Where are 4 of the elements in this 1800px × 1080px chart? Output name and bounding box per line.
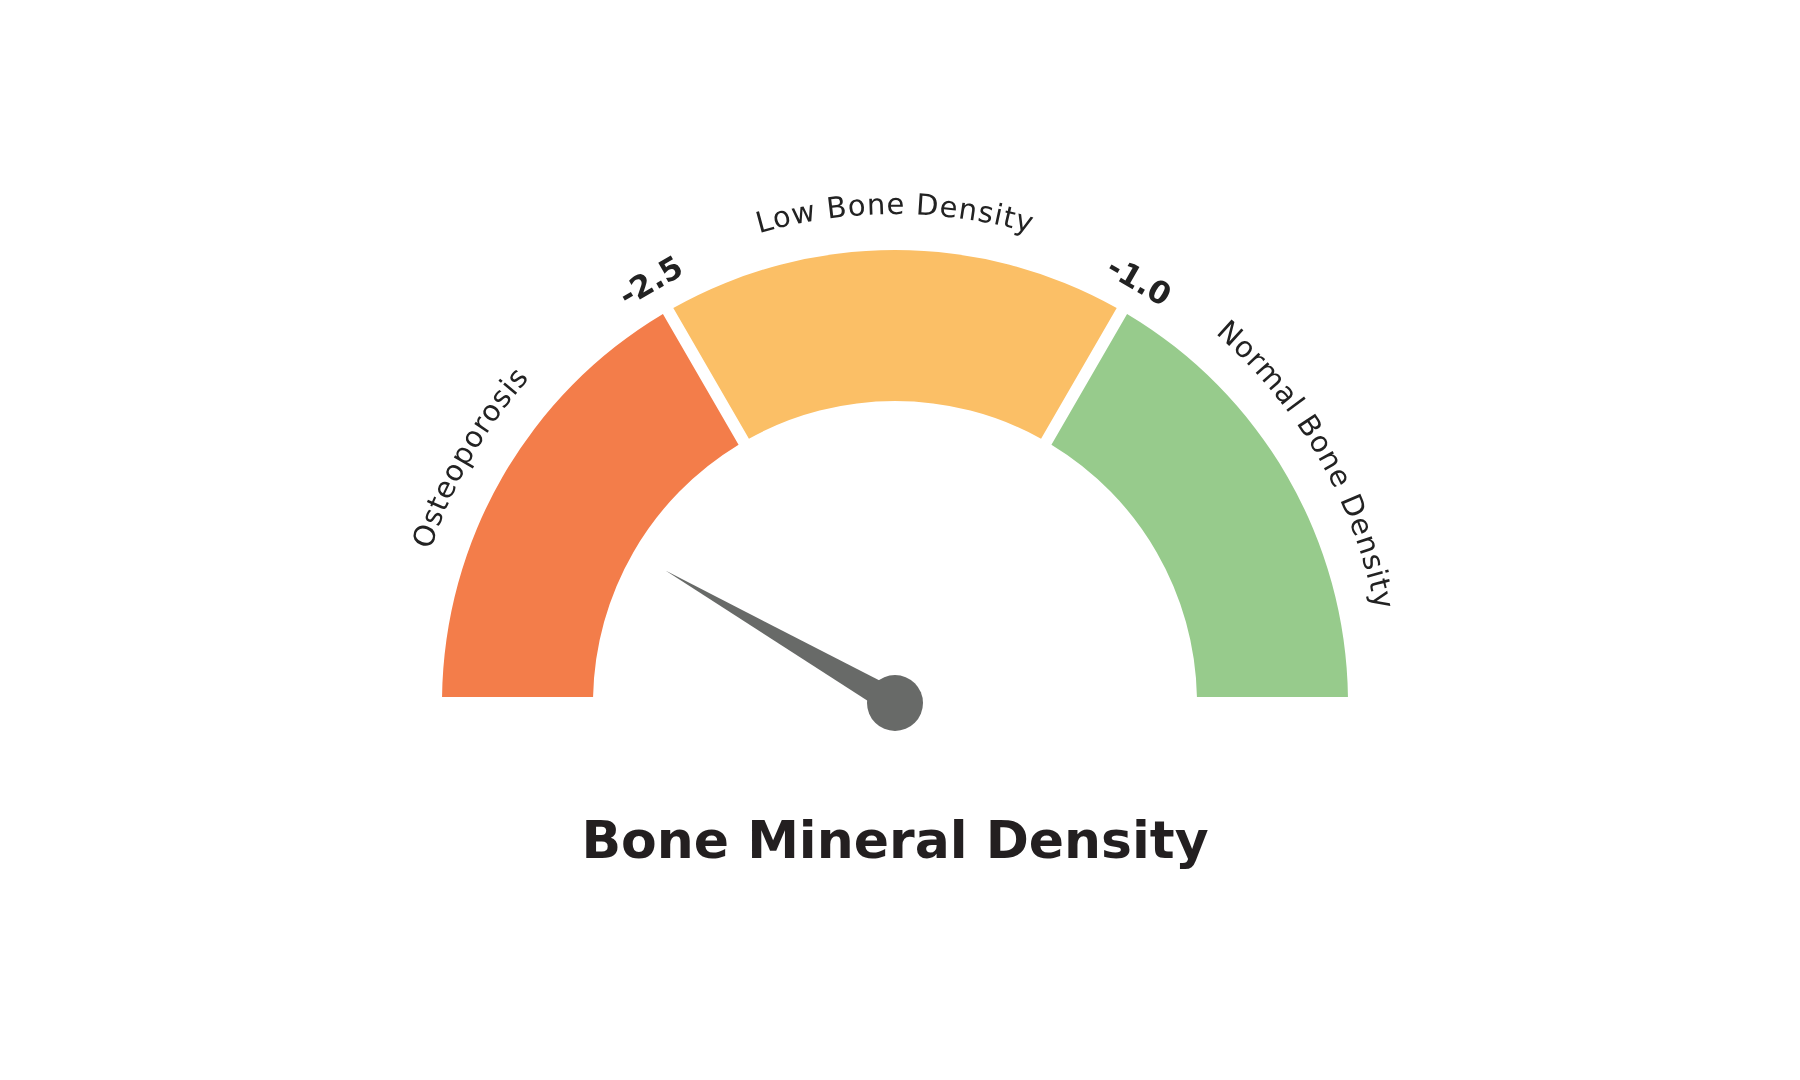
text: -2.5 bbox=[612, 248, 689, 314]
text: -1.0 bbox=[1101, 248, 1178, 314]
slice-label: Low Bone Density bbox=[751, 186, 1039, 240]
text: Bone Mineral Density bbox=[581, 810, 1209, 870]
